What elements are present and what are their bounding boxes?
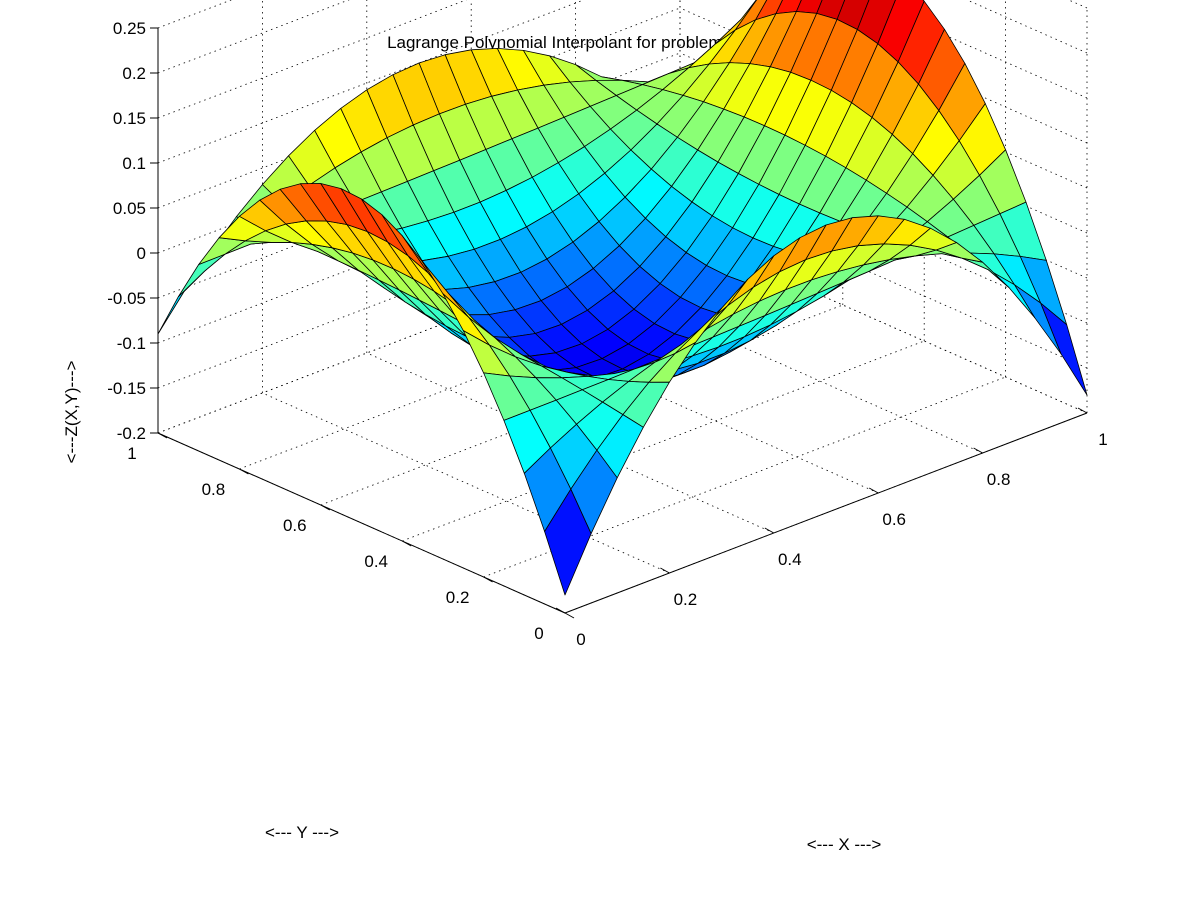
x-tick-mark [660, 567, 670, 574]
y-tick-label: 0 [534, 624, 543, 643]
x-axis-line [564, 412, 1088, 614]
x-tick-mark [764, 527, 775, 534]
y-tick-label: 0.4 [364, 552, 388, 571]
z-tick-label: -0.2 [117, 424, 146, 443]
y-tick-label: 0.8 [202, 480, 226, 499]
z-tick-label: -0.15 [107, 379, 146, 398]
z-tick-label: 0 [137, 244, 146, 263]
grid-line-back-wall [157, 0, 233, 29]
y-axis-label: <--- Y ---> [265, 823, 339, 842]
surface-patch [157, 270, 205, 335]
surface-mesh [157, 0, 1088, 596]
x-tick-label: 1 [1098, 430, 1107, 449]
axes-box [157, 28, 1088, 614]
x-tick-label: 0.2 [674, 590, 698, 609]
z-axis-label: <---Z(X,Y)---> [62, 360, 81, 463]
surface-patch [544, 488, 592, 596]
z-tick-label: -0.05 [107, 289, 146, 308]
y-tick-mark [483, 576, 493, 583]
y-axis-line [157, 432, 566, 614]
y-tick-label: 0.6 [283, 516, 307, 535]
tick-layer: -0.2 -0.15 -0.1 -0.05 0 0.05 0.1 0.15 0.2 0.25 0 0.… [107, 19, 1107, 649]
y-tick-mark [564, 612, 575, 619]
z-tick-label: -0.1 [117, 334, 146, 353]
x-tick-label: 0.4 [778, 550, 802, 569]
x-tick-mark [973, 447, 983, 454]
y-tick-mark [401, 540, 412, 547]
x-axis-label: <--- X ---> [807, 835, 882, 854]
x-tick-mark [868, 487, 879, 494]
x-tick-label: 0.6 [882, 510, 906, 529]
x-tick-label: 0 [576, 630, 585, 649]
x-tick-label: 0.8 [987, 470, 1011, 489]
y-tick-mark [239, 468, 249, 475]
z-tick-label: 0.1 [122, 154, 146, 173]
y-tick-mark [157, 432, 168, 439]
surface-patch [198, 237, 246, 265]
z-tick-label: 0.05 [113, 199, 146, 218]
x-tick-mark [555, 607, 566, 614]
x-tick-mark [1077, 407, 1088, 414]
y-tick-label: 0.2 [446, 588, 470, 607]
y-tick-mark [320, 504, 331, 511]
z-tick-label: 0.15 [113, 109, 146, 128]
z-tick-label: 0.25 [113, 19, 146, 38]
z-tick-label: 0.2 [122, 64, 146, 83]
y-tick-label: 1 [127, 444, 136, 463]
